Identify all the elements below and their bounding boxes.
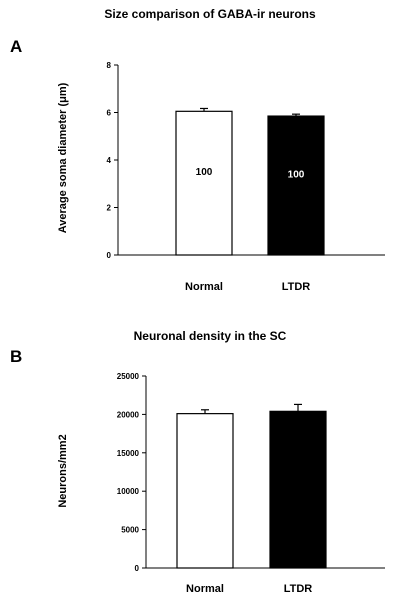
chart-b-y-tick-label: 25000 [117,372,140,381]
chart-a-y-tick-label: 8 [107,61,112,70]
chart-b-y-tick-label: 0 [135,564,140,573]
chart-b: Neuronal density in the SC B Neurons/mm2… [10,329,385,595]
chart-a-y-tick-label: 6 [107,109,112,118]
chart-b-x-tick-label: Normal [186,583,224,595]
chart-a-y-tick-label: 4 [107,156,112,165]
chart-b-bar-ltdr [269,410,327,569]
chart-b-bar-normal [176,413,234,569]
chart-a-panel-label: A [10,37,22,56]
chart-a-x-tick-label: LTDR [282,281,311,293]
chart-a: Size comparison of GABA-ir neurons A Ave… [10,7,385,293]
chart-a-bar-ltdr [267,115,325,256]
chart-b-x-tick-label: LTDR [284,583,313,595]
chart-a-plot: 0 2 4 6 8 Normal 100 LTDR 100 [107,61,385,293]
chart-a-y-tick-label: 0 [107,251,112,260]
chart-b-y-tick-label: 10000 [117,487,140,496]
chart-b-y-tick-label: 15000 [117,449,140,458]
chart-b-plot: 0 5000 10000 15000 20000 25000 Normal LTDR [117,372,385,595]
chart-a-bar-normal [175,110,233,256]
chart-b-y-axis-label: Neurons/mm2 [57,434,69,507]
chart-b-title: Neuronal density in the SC [134,329,287,343]
chart-a-data-label: 100 [288,170,305,181]
chart-b-y-tick-label: 20000 [117,410,140,419]
chart-b-y-tick-label: 5000 [121,526,139,535]
chart-a-y-tick-label: 2 [107,204,112,213]
chart-a-title: Size comparison of GABA-ir neurons [104,7,316,21]
chart-a-x-tick-label: Normal [185,281,223,293]
chart-b-panel-label: B [10,347,22,366]
chart-a-data-label: 100 [196,167,213,178]
chart-a-y-axis-label: Average soma diameter (μm) [57,82,69,233]
